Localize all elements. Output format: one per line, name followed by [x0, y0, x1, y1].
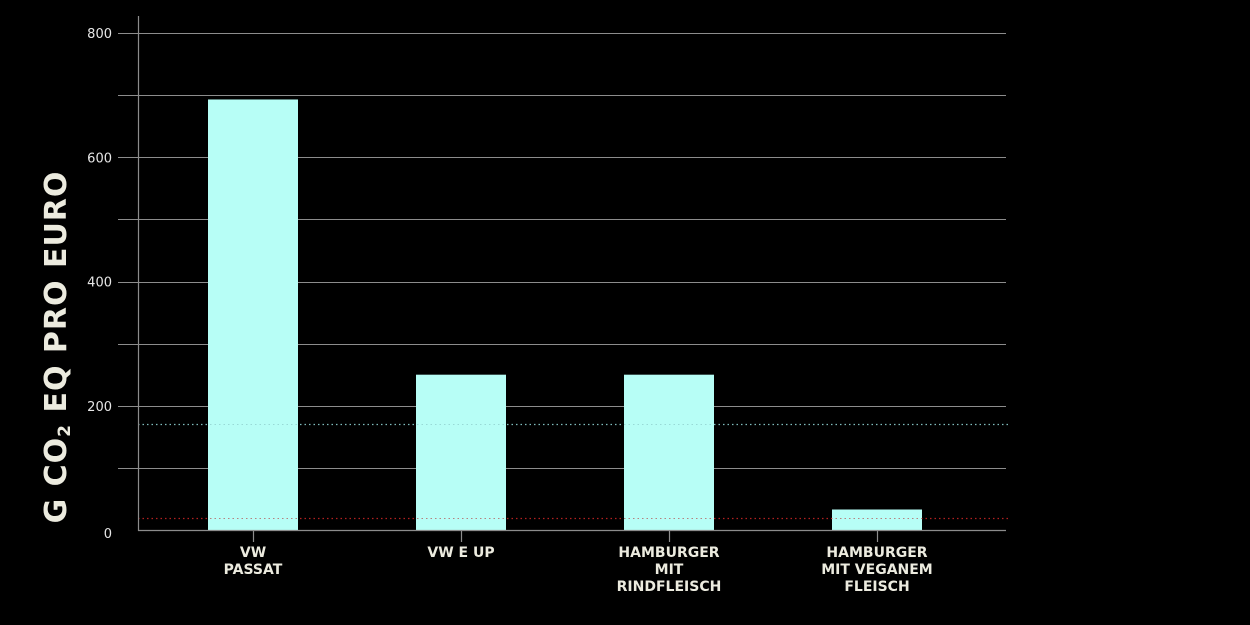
bar-2 [416, 374, 506, 530]
bar-1 [208, 99, 298, 530]
bar-4 [832, 509, 922, 530]
x-category-label-3: HAMBURGER MIT RINDFLEISCH [617, 545, 722, 595]
x-category-label-4: HAMBURGER MIT VEGANEM FLEISCH [821, 545, 933, 595]
x-category-label-2: VW E UP [427, 545, 494, 561]
y-tick-label-200: 200 [87, 400, 112, 415]
bar-3 [624, 374, 714, 530]
x-category-label-1: VW PASSAT [224, 545, 283, 578]
axes [137, 16, 1006, 542]
y-axis-title: G CO2 EQ PRO EURO [39, 171, 75, 524]
bars [138, 99, 1010, 530]
y-tick-labels: 0 200 400 600 800 [87, 27, 112, 542]
y-tick-label-0: 0 [104, 527, 112, 542]
y-tick-label-800: 800 [87, 27, 112, 42]
x-category-labels: VW PASSAT VW E UP HAMBURGER MIT RINDFLEISCH HA… [224, 545, 933, 595]
y-tick-label-600: 600 [87, 151, 112, 166]
y-tick-label-400: 400 [87, 276, 112, 291]
